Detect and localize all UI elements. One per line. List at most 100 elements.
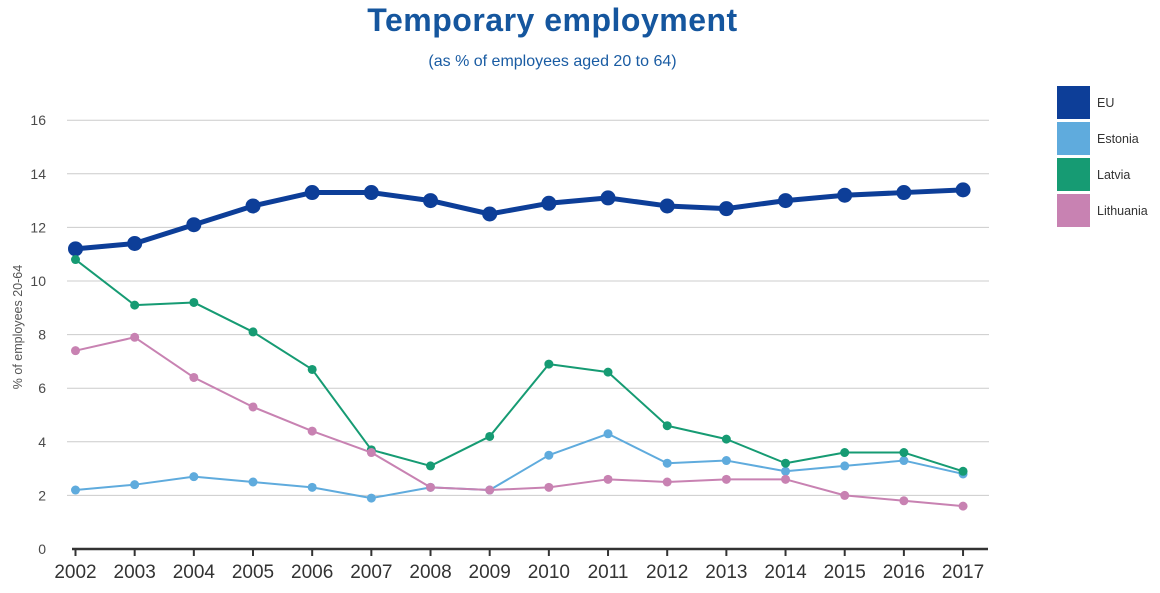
data-point-lithuania-2007[interactable]	[366, 448, 376, 458]
legend-swatch-icon	[1057, 158, 1090, 191]
y-tick-label: 16	[30, 112, 46, 128]
y-tick-label: 2	[38, 487, 46, 503]
data-point-eu-2012[interactable]	[659, 198, 675, 214]
data-point-lithuania-2010[interactable]	[544, 482, 554, 492]
data-point-estonia-2004[interactable]	[189, 472, 199, 482]
legend-item-eu[interactable]: EU	[1057, 86, 1148, 119]
data-point-latvia-2005[interactable]	[248, 327, 258, 337]
data-point-lithuania-2011[interactable]	[603, 474, 613, 484]
series-line-estonia	[74, 432, 965, 500]
data-point-eu-2011[interactable]	[600, 190, 616, 206]
data-point-estonia-2013[interactable]	[721, 456, 731, 466]
data-point-lithuania-2004[interactable]	[189, 372, 199, 382]
data-point-lithuania-2013[interactable]	[721, 474, 731, 484]
x-tick-label: 2012	[646, 562, 688, 583]
legend: EU Estonia Latvia Lithuania	[1057, 86, 1148, 230]
data-point-lithuania-2006[interactable]	[307, 426, 317, 436]
data-point-eu-2010[interactable]	[541, 195, 557, 211]
data-point-estonia-2007[interactable]	[366, 493, 376, 503]
legend-item-lithuania[interactable]: Lithuania	[1057, 194, 1148, 227]
data-point-latvia-2006[interactable]	[307, 364, 317, 374]
x-tick-label: 2011	[588, 562, 629, 583]
y-tick-label: 0	[38, 541, 46, 557]
data-point-estonia-2002[interactable]	[71, 485, 80, 495]
x-tick-label: 2015	[824, 562, 866, 583]
data-point-latvia-2004[interactable]	[189, 297, 199, 307]
data-point-estonia-2014[interactable]	[781, 466, 791, 476]
x-tick-label: 2014	[764, 562, 807, 583]
data-point-eu-2016[interactable]	[896, 185, 912, 201]
legend-swatch-icon	[1057, 86, 1090, 119]
x-tick-label: 2003	[114, 562, 156, 583]
data-point-estonia-2012[interactable]	[662, 458, 672, 468]
data-point-lithuania-2002[interactable]	[71, 346, 80, 356]
data-point-latvia-2015[interactable]	[840, 448, 850, 458]
data-point-eu-2002[interactable]	[68, 241, 83, 257]
data-point-eu-2007[interactable]	[363, 185, 379, 201]
x-tick-label: 2009	[469, 562, 511, 583]
x-tick-label: 2007	[350, 562, 392, 583]
y-tick-label: 8	[38, 327, 46, 343]
data-point-lithuania-2009[interactable]	[485, 485, 495, 495]
data-point-lithuania-2012[interactable]	[662, 477, 672, 487]
data-point-latvia-2013[interactable]	[721, 434, 731, 444]
data-point-estonia-2005[interactable]	[248, 477, 258, 487]
series-line-lithuania	[74, 336, 965, 508]
y-tick-label: 12	[30, 219, 46, 235]
data-point-latvia-2008[interactable]	[426, 461, 436, 471]
data-point-latvia-2009[interactable]	[485, 431, 495, 441]
x-tick-label: 2006	[291, 562, 333, 583]
data-point-eu-2008[interactable]	[423, 193, 439, 209]
data-point-latvia-2014[interactable]	[781, 458, 791, 468]
data-point-lithuania-2014[interactable]	[781, 474, 791, 484]
data-point-eu-2005[interactable]	[245, 198, 261, 214]
data-point-lithuania-2016[interactable]	[899, 496, 909, 506]
data-point-estonia-2016[interactable]	[899, 456, 909, 466]
legend-swatch-icon	[1057, 122, 1090, 155]
legend-item-latvia[interactable]: Latvia	[1057, 158, 1148, 191]
y-tick-label: 6	[38, 380, 46, 396]
y-tick-label: 14	[30, 166, 46, 182]
x-tick-label: 2008	[409, 562, 451, 583]
x-tick-label: 2005	[232, 562, 274, 583]
legend-swatch-icon	[1057, 194, 1090, 227]
data-point-eu-2014[interactable]	[778, 193, 794, 209]
data-point-eu-2013[interactable]	[718, 201, 734, 217]
series-line-latvia	[74, 258, 965, 473]
data-point-lithuania-2003[interactable]	[130, 332, 140, 342]
legend-item-estonia[interactable]: Estonia	[1057, 122, 1148, 155]
data-point-eu-2009[interactable]	[482, 206, 498, 222]
data-point-estonia-2010[interactable]	[544, 450, 554, 460]
x-tick-label: 2013	[705, 562, 747, 583]
series-line-eu	[73, 187, 966, 252]
data-point-eu-2017[interactable]	[955, 182, 971, 198]
data-point-latvia-2010[interactable]	[544, 359, 554, 369]
data-point-estonia-2006[interactable]	[307, 482, 317, 492]
y-tick-label: 10	[30, 273, 46, 289]
legend-label: Latvia	[1097, 167, 1131, 182]
x-tick-label: 2017	[942, 562, 984, 583]
data-point-lithuania-2008[interactable]	[426, 482, 436, 492]
page-title: Temporary employment	[367, 2, 738, 38]
legend-label: Estonia	[1097, 131, 1139, 146]
data-point-latvia-2017[interactable]	[958, 466, 968, 476]
data-point-eu-2004[interactable]	[186, 217, 202, 233]
data-point-latvia-2011[interactable]	[603, 367, 613, 377]
data-point-latvia-2016[interactable]	[899, 448, 909, 458]
data-point-eu-2015[interactable]	[837, 187, 853, 203]
data-point-lithuania-2005[interactable]	[248, 402, 258, 412]
data-point-latvia-2002[interactable]	[71, 255, 80, 265]
data-point-estonia-2015[interactable]	[840, 461, 850, 471]
legend-label: EU	[1097, 95, 1115, 110]
data-point-estonia-2003[interactable]	[130, 480, 140, 490]
data-point-eu-2006[interactable]	[304, 185, 320, 201]
data-point-lithuania-2015[interactable]	[840, 490, 850, 500]
data-point-lithuania-2017[interactable]	[958, 501, 968, 511]
legend-label: Lithuania	[1097, 203, 1148, 218]
data-point-latvia-2012[interactable]	[662, 421, 672, 431]
data-point-latvia-2003[interactable]	[130, 300, 140, 310]
data-point-estonia-2011[interactable]	[603, 429, 613, 439]
data-point-eu-2003[interactable]	[127, 235, 143, 251]
